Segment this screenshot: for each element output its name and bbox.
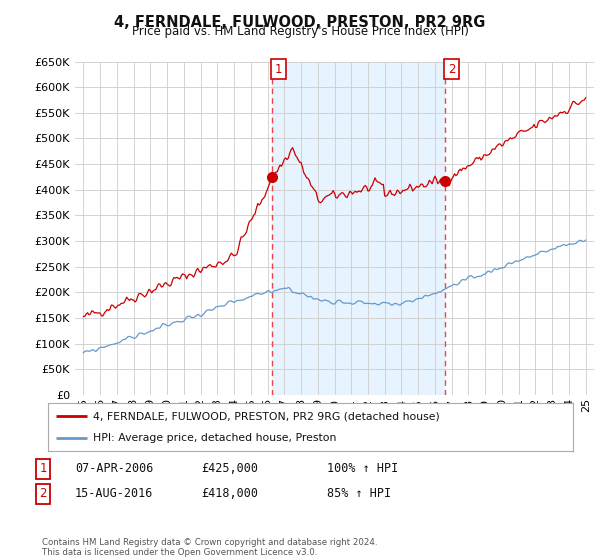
Text: Contains HM Land Registry data © Crown copyright and database right 2024.
This d: Contains HM Land Registry data © Crown c… (42, 538, 377, 557)
Text: 07-APR-2006: 07-APR-2006 (75, 462, 154, 475)
Text: £418,000: £418,000 (201, 487, 258, 501)
Text: 2: 2 (40, 487, 47, 501)
Text: Price paid vs. HM Land Registry's House Price Index (HPI): Price paid vs. HM Land Registry's House … (131, 25, 469, 38)
Text: HPI: Average price, detached house, Preston: HPI: Average price, detached house, Pres… (92, 433, 336, 443)
Bar (272, 62, 445, 395)
Text: 4, FERNDALE, FULWOOD, PRESTON, PR2 9RG: 4, FERNDALE, FULWOOD, PRESTON, PR2 9RG (115, 15, 485, 30)
Text: 85% ↑ HPI: 85% ↑ HPI (327, 487, 391, 501)
Text: 1: 1 (40, 462, 47, 475)
Text: £425,000: £425,000 (201, 462, 258, 475)
Text: 4, FERNDALE, FULWOOD, PRESTON, PR2 9RG (detached house): 4, FERNDALE, FULWOOD, PRESTON, PR2 9RG (… (92, 411, 439, 421)
Text: 100% ↑ HPI: 100% ↑ HPI (327, 462, 398, 475)
Text: 1: 1 (275, 63, 282, 76)
Text: 15-AUG-2016: 15-AUG-2016 (75, 487, 154, 501)
Text: 2: 2 (448, 63, 455, 76)
